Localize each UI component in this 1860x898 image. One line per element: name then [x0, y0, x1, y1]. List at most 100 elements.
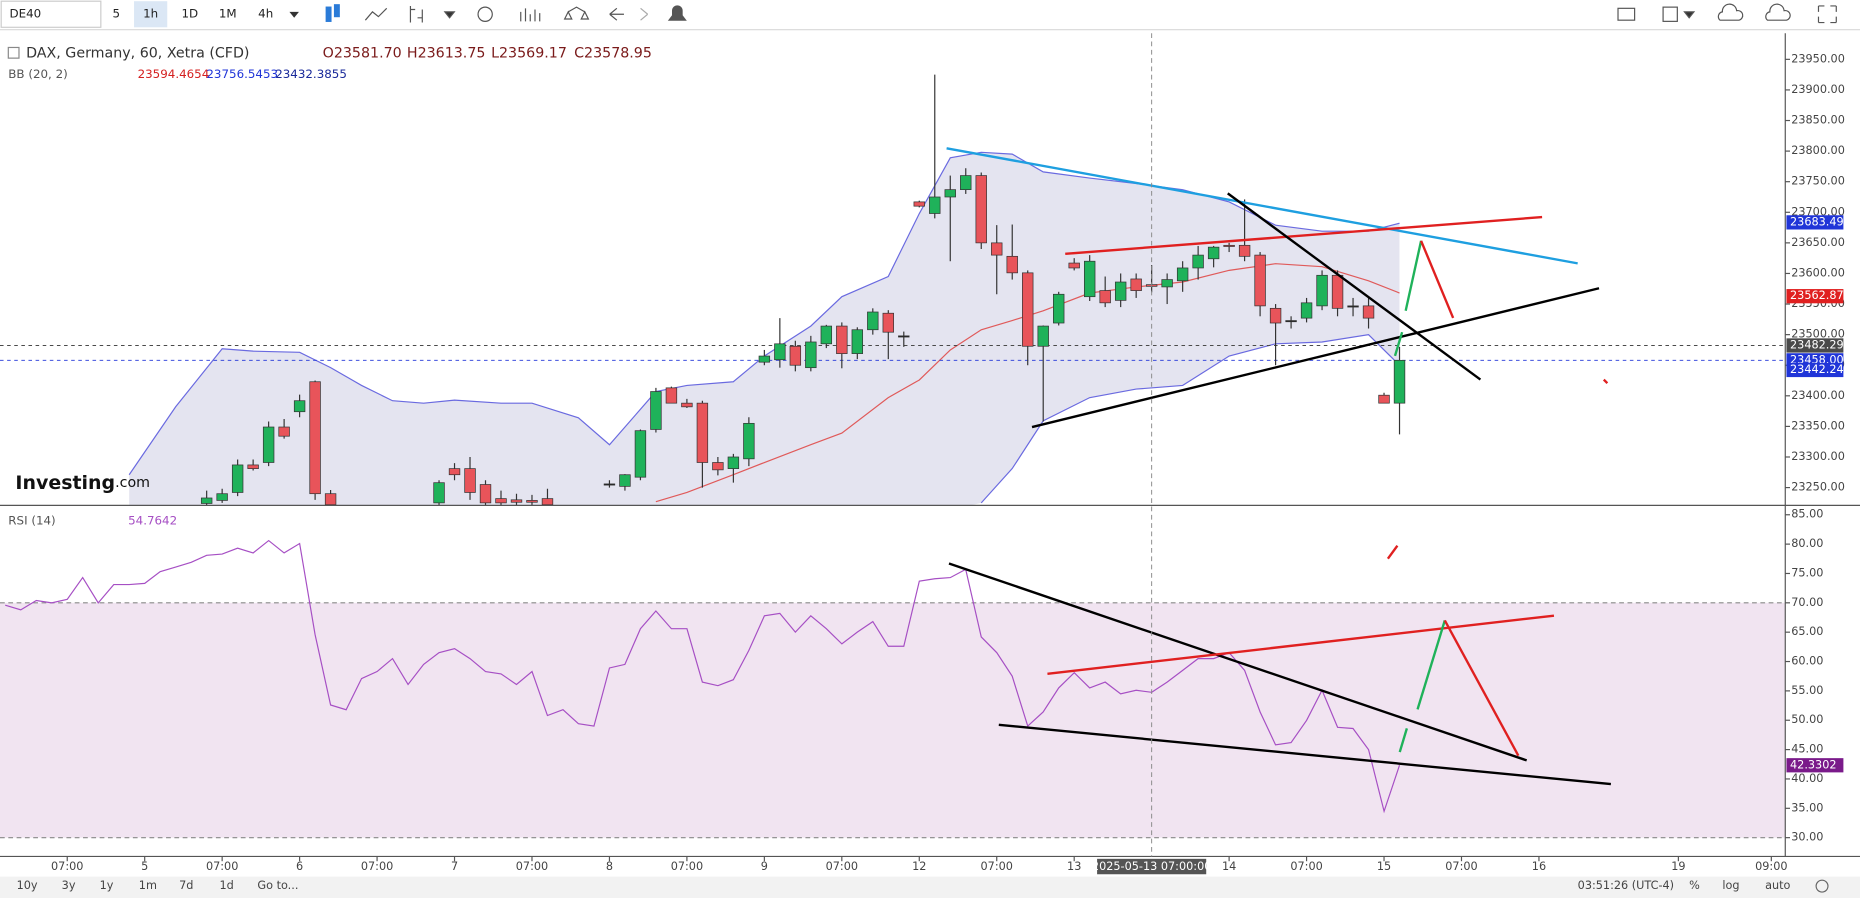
- trendline: [1065, 215, 1543, 256]
- candle-body: [1053, 293, 1065, 324]
- candle-body: [1068, 262, 1080, 269]
- goto-button[interactable]: Go to...: [257, 879, 298, 892]
- percent-toggle[interactable]: %: [1689, 879, 1700, 892]
- y-tick-label: 23900.00: [1791, 83, 1845, 96]
- price-tag-label: 23562.87: [1790, 289, 1844, 302]
- range-button[interactable]: 3y: [62, 879, 76, 892]
- y-tick-label: 23650.00: [1791, 236, 1845, 249]
- layout-icon[interactable]: [1662, 6, 1678, 22]
- price-tag: [1786, 338, 1844, 353]
- interval-button[interactable]: 1h: [143, 7, 158, 21]
- candle-body: [665, 387, 678, 404]
- trendline: [946, 147, 1578, 265]
- candle-body: [650, 391, 662, 430]
- x-tick-label: 5: [141, 860, 148, 873]
- candle-body: [1238, 244, 1251, 257]
- candle-icon[interactable]: [325, 6, 332, 22]
- candle-body: [603, 483, 616, 486]
- range-button[interactable]: 10y: [17, 879, 38, 892]
- alert-icon[interactable]: [667, 5, 687, 21]
- candle-body: [789, 345, 802, 366]
- candle-body: [200, 497, 213, 504]
- range-button[interactable]: 1y: [100, 879, 114, 892]
- band-lower: [980, 334, 1400, 504]
- interval-dropdown[interactable]: [289, 11, 299, 18]
- candle-body: [1037, 325, 1049, 347]
- drawings: [946, 147, 1612, 786]
- chart-title: DAX, Germany, 60, Xetra (CFD): [26, 45, 249, 61]
- candle-body: [820, 325, 833, 345]
- candle-body: [448, 468, 461, 476]
- line-icon[interactable]: [364, 7, 388, 21]
- x-tick-label: 9: [761, 860, 768, 873]
- range-button[interactable]: 1m: [139, 879, 157, 892]
- band-middle: [655, 263, 1400, 503]
- compare-icon[interactable]: [563, 6, 590, 20]
- candle-body: [231, 464, 244, 493]
- candle-body: [464, 468, 476, 493]
- projection: [1416, 620, 1446, 710]
- undo-icon[interactable]: [609, 7, 624, 21]
- x-tick-label: 13: [1067, 860, 1081, 873]
- range-button[interactable]: 1d: [219, 879, 233, 892]
- indicator-icon[interactable]: [409, 5, 423, 23]
- dropdown[interactable]: [1683, 11, 1696, 19]
- candle-body: [1362, 305, 1375, 319]
- cloud-down-icon[interactable]: [1717, 3, 1744, 21]
- x-tick-label: 07:00: [516, 860, 548, 873]
- crosshair-label-bg: [1097, 858, 1207, 875]
- candle-body: [1393, 359, 1406, 404]
- x-tick-label: 07:00: [361, 860, 393, 873]
- bars-icon[interactable]: [520, 8, 541, 22]
- y-tick-label: 40.00: [1791, 772, 1823, 785]
- price-tag: [1786, 289, 1844, 304]
- interval-button[interactable]: 4h: [258, 7, 273, 21]
- x-tick-label: 12: [912, 860, 926, 873]
- candle-body: [479, 484, 492, 504]
- candle-body: [743, 422, 755, 460]
- y-tick-label: 85.00: [1791, 508, 1823, 521]
- price-tag-label: 23482.29: [1790, 338, 1844, 351]
- candle-body: [960, 175, 972, 191]
- log-toggle[interactable]: log: [1722, 879, 1739, 892]
- camera-icon[interactable]: [1617, 7, 1636, 21]
- candle-body: [1130, 278, 1142, 291]
- collapse-icon[interactable]: [7, 46, 20, 59]
- x-tick-label: 07:00: [206, 860, 238, 873]
- y-tick-label: 75.00: [1791, 566, 1823, 579]
- x-tick-label: 15: [1377, 860, 1391, 873]
- auto-toggle[interactable]: auto: [1765, 879, 1790, 892]
- candle-body: [1192, 254, 1204, 269]
- symbol-input[interactable]: [0, 0, 102, 28]
- rsi-zone: [0, 602, 1786, 838]
- dropdown[interactable]: [443, 11, 456, 19]
- interval-button[interactable]: 1D: [181, 7, 198, 21]
- candle-body: [293, 400, 306, 413]
- fullscreen-icon[interactable]: [1817, 5, 1837, 24]
- x-tick-label: 14: [1222, 860, 1236, 873]
- price-tag-label: 23683.49: [1790, 215, 1844, 228]
- candle-body: [913, 201, 925, 207]
- redo-icon[interactable]: [640, 7, 649, 21]
- trendline: [1047, 614, 1555, 675]
- interval-button[interactable]: 1M: [219, 7, 237, 21]
- y-tick-label: 35.00: [1791, 801, 1823, 814]
- candle-body: [510, 499, 523, 503]
- range-button[interactable]: 7d: [179, 879, 193, 892]
- projection: [1602, 378, 1609, 385]
- cloud-up-icon[interactable]: [1765, 3, 1791, 21]
- y-tick-label: 23800.00: [1791, 144, 1845, 157]
- price-tag: [1786, 362, 1844, 378]
- candle-body: [758, 355, 771, 363]
- ohlc-close: C23578.95: [574, 45, 652, 61]
- ohlc-low: L23569.17: [491, 45, 567, 61]
- y-tick-label: 80.00: [1791, 537, 1823, 550]
- interval-button[interactable]: 5: [112, 7, 120, 21]
- candle-body: [433, 482, 445, 504]
- settings-icon[interactable]: [1815, 879, 1829, 893]
- candle-icon: [333, 4, 340, 18]
- settings-icon[interactable]: [477, 6, 493, 22]
- x-tick-label: 07:00: [51, 860, 83, 873]
- y-tick-label: 70.00: [1791, 596, 1823, 609]
- candle-body: [805, 341, 817, 369]
